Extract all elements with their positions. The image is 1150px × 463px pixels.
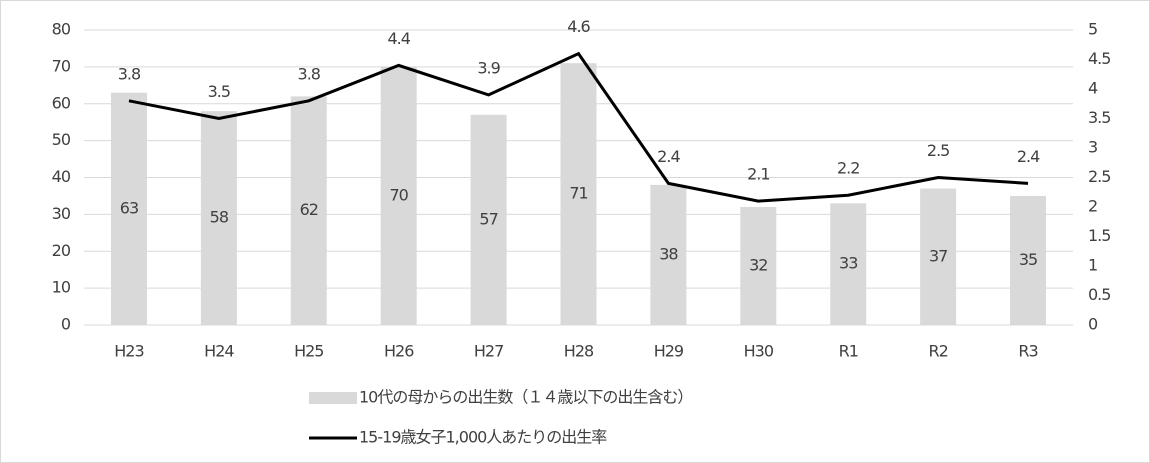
bar [380, 66, 417, 325]
bar-value-label: 63 [120, 198, 138, 217]
bar-value-label: 37 [929, 246, 947, 265]
y2-tick-label: 3 [1088, 138, 1097, 157]
legend-label: 15-19歳女子1,000人あたりの出生率 [359, 428, 607, 447]
line-value-label: 2.4 [1017, 147, 1040, 166]
bar [470, 114, 507, 325]
x-tick-label: H24 [204, 342, 234, 361]
bar-value-label: 32 [749, 256, 767, 275]
y2-tick-label: 1 [1088, 256, 1097, 275]
y2-tick-label: 4 [1088, 79, 1098, 98]
bar-value-label: 58 [210, 208, 229, 227]
line [128, 51, 1029, 203]
x-tick-label: R2 [928, 342, 947, 361]
x-tick-label: H29 [654, 342, 684, 361]
y2-tick-label: 1.5 [1088, 226, 1110, 245]
legend-swatch [309, 392, 357, 404]
y2-tick-label: 0 [1088, 315, 1098, 334]
y-tick-label: 70 [52, 56, 71, 75]
y2-tick-label: 5 [1088, 20, 1097, 39]
bar-value-label: 57 [479, 209, 497, 228]
bar-value-label: 33 [839, 254, 857, 273]
y2-tick-label: 2 [1088, 197, 1097, 216]
bar [920, 188, 957, 325]
bar [200, 111, 237, 325]
x-tick-label: H23 [114, 342, 143, 361]
y-tick-label: 0 [61, 315, 71, 334]
y-tick-label: 50 [52, 130, 71, 149]
bar [740, 207, 777, 325]
line-value-label: 3.5 [208, 82, 230, 101]
y-tick-label: 80 [52, 20, 71, 39]
x-tick-label: H27 [474, 342, 503, 361]
bar-value-label: 71 [569, 184, 587, 203]
line-value-label: 3.9 [477, 58, 500, 77]
bar [650, 184, 687, 325]
line-value-label: 2.5 [927, 141, 949, 160]
y-tick-label: 40 [52, 167, 71, 186]
y-tick-label: 60 [52, 93, 71, 112]
x-tick-label: H26 [384, 342, 414, 361]
line-value-label: 3.8 [298, 64, 321, 83]
y-tick-label: 10 [52, 278, 71, 297]
y-tick-label: 20 [52, 241, 71, 260]
x-tick-label: H30 [744, 342, 774, 361]
bar-value-label: 62 [300, 200, 318, 219]
line-value-label: 3.8 [118, 64, 141, 83]
x-tick-label: R1 [839, 342, 858, 361]
bar [110, 92, 147, 325]
line-value-label: 2.4 [657, 147, 680, 166]
x-tick-label: H25 [294, 342, 323, 361]
line-value-label: 2.2 [837, 159, 859, 178]
y2-tick-label: 3.5 [1088, 108, 1110, 127]
line-value-label: 2.1 [747, 165, 769, 184]
y-tick-label: 30 [52, 204, 71, 223]
x-tick-label: R3 [1018, 342, 1037, 361]
y2-tick-label: 0.5 [1088, 285, 1110, 304]
bar-value-label: 38 [659, 244, 678, 263]
y2-tick-label: 2.5 [1088, 167, 1110, 186]
bar [290, 96, 327, 325]
x-tick-label: H28 [564, 342, 594, 361]
line-value-label: 4.4 [387, 29, 410, 48]
bar-value-label: 35 [1019, 250, 1037, 269]
legend-label: 10代の母からの出生数（１４歳以下の出生含む） [359, 388, 692, 407]
bar [830, 203, 867, 325]
bar [560, 63, 597, 325]
line-value-label: 4.6 [567, 17, 590, 36]
y2-tick-label: 4.5 [1088, 49, 1110, 68]
bar [1010, 195, 1047, 325]
bar-value-label: 70 [390, 185, 409, 204]
